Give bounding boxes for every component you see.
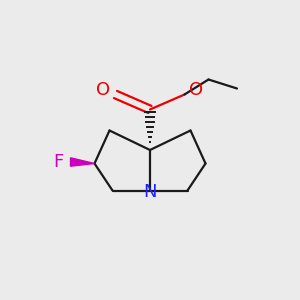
Polygon shape — [70, 158, 94, 166]
Text: O: O — [189, 81, 204, 99]
Text: N: N — [143, 183, 157, 201]
Text: F: F — [53, 153, 64, 171]
Text: O: O — [96, 81, 111, 99]
